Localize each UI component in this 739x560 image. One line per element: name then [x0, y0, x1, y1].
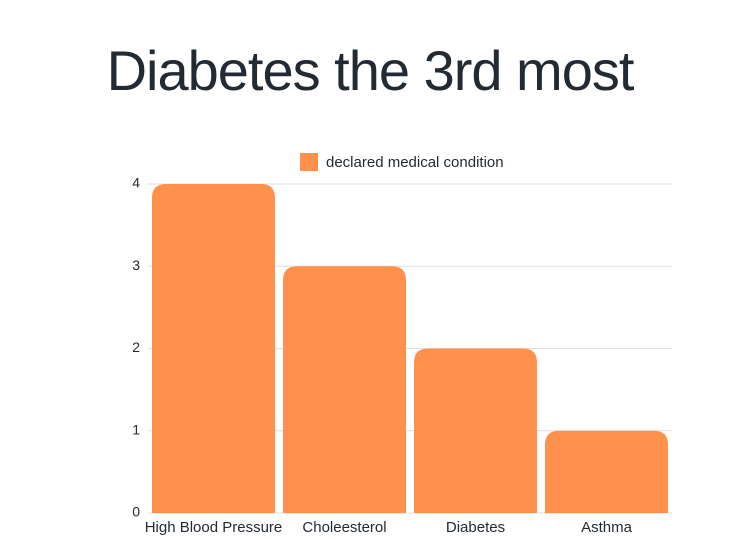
bar — [152, 184, 275, 513]
y-tick-label: 3 — [132, 257, 140, 273]
x-tick-label: Diabetes — [446, 519, 505, 536]
y-tick-label: 2 — [132, 339, 140, 355]
legend-label: declared medical condition — [326, 154, 504, 171]
bar — [283, 266, 406, 513]
x-tick-label: Asthma — [581, 519, 633, 536]
bar — [414, 348, 537, 513]
legend-swatch — [300, 153, 318, 171]
y-tick-label: 4 — [132, 175, 140, 191]
chart-title: Diabetes the 3rd most — [107, 39, 635, 102]
y-tick-label: 1 — [132, 421, 140, 437]
x-tick-label: Choleesterol — [302, 519, 386, 536]
bar — [545, 430, 668, 513]
y-tick-label: 0 — [132, 504, 140, 520]
x-tick-label: High Blood Pressure — [145, 519, 283, 536]
